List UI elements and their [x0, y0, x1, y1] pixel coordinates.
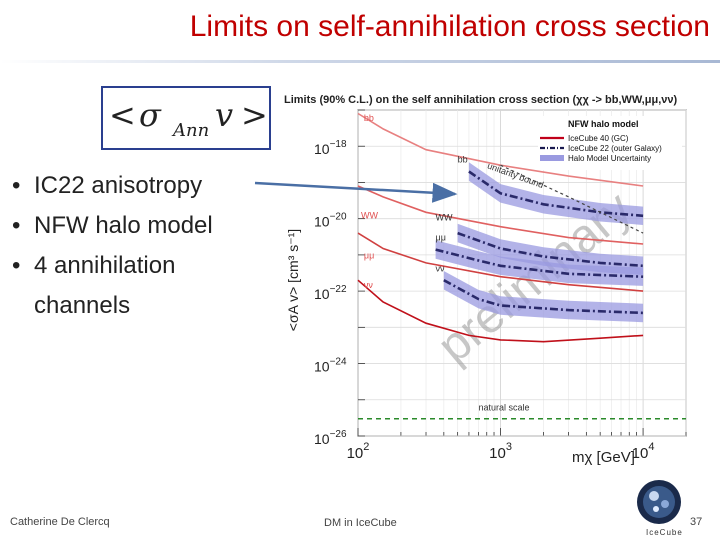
bullet-item: • 4 annihilation channels [12, 246, 262, 326]
y-tick-label: 10−22 [314, 284, 347, 302]
legend-label: Halo Model Uncertainty [568, 154, 651, 163]
curve-label: natural scale [478, 403, 529, 413]
bullet-text: 4 annihilation channels [34, 252, 176, 319]
footer-talk-title: DM in IceCube [324, 517, 397, 529]
y-tick-label: 10−18 [314, 139, 347, 157]
bullet-text: NFW halo model [34, 212, 213, 239]
ic22-limit-curve [443, 279, 644, 315]
x-axis-label: mχ [GeV] [572, 449, 635, 466]
formula-close-bracket: > [241, 96, 268, 134]
bullet-text: IC22 anisotropy [34, 172, 203, 199]
bullet-dot-icon: • [12, 212, 21, 239]
curve-label: bb [458, 155, 468, 165]
formula-velocity: v [215, 96, 234, 134]
halo-uncertainty-band [468, 162, 644, 225]
ic40-limit-curve [357, 112, 644, 187]
page-number: 37 [690, 516, 703, 528]
bullet-item: • NFW halo model [12, 206, 262, 246]
halo-uncertainty-band [443, 271, 644, 323]
curve-label: bb [364, 113, 374, 123]
bullet-dot-icon: • [12, 172, 21, 199]
formula-sigma: σ [139, 96, 161, 134]
plot-area: 10210310410−1810−2010−2210−2410−26prelim… [314, 109, 687, 462]
curve-label: νν [364, 280, 374, 290]
halo-uncertainty-band [457, 223, 644, 275]
logo-text: IceCube [646, 528, 683, 537]
ic22-limit-curve [457, 231, 644, 268]
ic40-limit-curve [357, 279, 644, 343]
y-tick-label: 10−20 [314, 212, 347, 230]
legend-label: IceCube 22 (outer Galaxy) [568, 144, 662, 153]
slide-title: Limits on self-annihilation cross sectio… [189, 10, 710, 43]
y-axis-label: <σA v> [cm³ s⁻¹] [285, 229, 301, 331]
ic40-limit-curve [357, 232, 644, 292]
legend-label: IceCube 40 (GC) [568, 134, 629, 143]
chart-title: Limits (90% C.L.) on the self annihilati… [284, 94, 677, 106]
x-tick-label: 104 [632, 441, 655, 462]
ic22-limit-curve [468, 170, 644, 218]
ic40-limit-curve [357, 185, 644, 245]
curve-label: μμ [364, 250, 374, 260]
ic22-limit-curve [435, 248, 644, 278]
curve-label: WW [361, 211, 378, 221]
formula-subscript: Ann [173, 120, 210, 141]
formula-open-bracket: < [109, 96, 136, 134]
bullet-dot-icon: • [12, 252, 21, 279]
y-tick-label: 10−26 [314, 429, 347, 447]
curve-label: μμ [436, 232, 446, 242]
pointer-arrow [254, 181, 458, 203]
curve-label: WW [436, 212, 453, 222]
cross-section-formula: < σ Ann v > [101, 86, 271, 150]
halo-uncertainty-band [435, 240, 644, 286]
title-divider [0, 60, 720, 63]
bullet-item: • IC22 anisotropy [12, 166, 262, 206]
legend-title: NFW halo model [568, 119, 639, 129]
y-tick-label: 10−24 [314, 357, 347, 375]
curve-label: νν [436, 263, 446, 273]
bullet-list: • IC22 anisotropy • NFW halo model • 4 a… [12, 166, 262, 326]
unitarity-bound-line [500, 164, 644, 234]
x-tick-label: 103 [489, 441, 512, 462]
x-tick-label: 102 [347, 441, 370, 462]
footer-author: Catherine De Clercq [10, 516, 110, 528]
legend-swatch [540, 155, 564, 161]
icecube-logo [637, 480, 681, 524]
